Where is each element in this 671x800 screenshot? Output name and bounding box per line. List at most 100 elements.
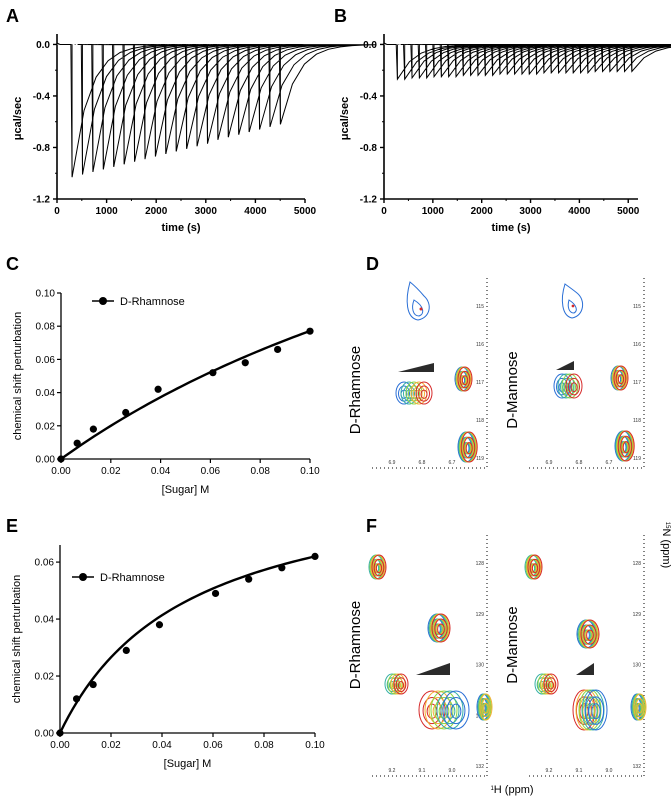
nmr-contour <box>571 304 575 308</box>
x-tick-label: 0.04 <box>151 466 171 477</box>
x-axis-label: [Sugar] M <box>162 484 210 496</box>
y-tick-label: -1.2 <box>33 195 51 206</box>
itc-chart-a: 0.0-0.4-0.8-1.20 1000 2000 3000 4000 5000time… <box>12 34 377 234</box>
fit-curve <box>58 555 316 734</box>
x-tick-label: 4000 <box>568 206 591 217</box>
x-tick-label: 3000 <box>519 206 542 217</box>
nmr-contour <box>557 373 575 399</box>
nmr-x-tick-label: 9.1 <box>576 768 583 774</box>
nmr-f-right-label: D-Mannose <box>504 606 521 684</box>
data-point <box>211 589 220 598</box>
thermogram-trace <box>383 42 671 81</box>
x-tick-label: 0.00 <box>51 466 71 477</box>
nmr-d-right-spectrum: 115 116 117 118 119 6.9 6.8 6.7 <box>529 278 645 469</box>
x-tick-label: 0.02 <box>101 466 121 477</box>
nmr-spectrum-d: D-Rhamnose D-Mannose 115 116 117 118 119 6.9 6… <box>347 278 645 469</box>
nmr-f-left-label: D-Rhamnose <box>347 601 364 689</box>
nmr-contour <box>613 365 629 391</box>
nmr-contour <box>635 698 645 718</box>
nmr-contour <box>395 677 407 692</box>
nmr-contour <box>387 673 403 695</box>
titration-wedge <box>576 663 594 675</box>
nmr-contour <box>371 554 387 580</box>
x-tick-label: 0.06 <box>203 740 223 751</box>
data-point <box>155 621 164 629</box>
legend-marker <box>79 573 87 581</box>
y-tick-label: -0.4 <box>33 91 51 102</box>
nmr-y-tick-label: 128 <box>476 561 485 567</box>
nmr-contour <box>586 629 594 641</box>
data-point <box>278 564 286 572</box>
nmr-contour <box>617 374 625 385</box>
legend-marker <box>99 297 107 305</box>
nmr-contour <box>615 369 627 388</box>
x-tick-label: 0.00 <box>50 740 70 751</box>
y-tick-label: 0.0 <box>36 40 50 51</box>
nmr-y-tick-label: 130 <box>633 663 642 669</box>
x-tick-label: 0.08 <box>250 466 270 477</box>
nmr-y-tick-label: 132 <box>476 764 485 770</box>
nmr-contour <box>587 696 605 725</box>
nmr-x-tick-label: 9.0 <box>449 768 456 774</box>
nmr-contour <box>457 366 473 392</box>
titration-wedge <box>398 363 434 372</box>
nmr-contour <box>537 673 553 695</box>
nmr-x-tick-label: 6.9 <box>389 460 396 466</box>
panel-label-c: C <box>6 254 19 274</box>
nmr-x-tick-label: 6.8 <box>576 460 583 466</box>
legend-label: D-Rhamnose <box>100 572 165 584</box>
x-tick-label: 5000 <box>617 206 640 217</box>
data-point <box>306 327 314 335</box>
y-axis-label: chemical shift perturbation <box>12 312 24 440</box>
data-point <box>72 695 81 703</box>
nmr-x-tick-label: 9.0 <box>606 768 613 774</box>
x-axis-label: [Sugar] M <box>164 758 212 770</box>
itc-chart-b: 0.0 -0.4 -0.8 -1.20 1000 2000 3000 4000 5000 time… <box>339 34 671 234</box>
nmr-contour <box>459 370 471 389</box>
y-axis-label: chemical shift perturbation <box>11 575 23 703</box>
nmr-y-tick-label: 117 <box>633 380 641 386</box>
x-tick-label: 2000 <box>145 206 168 217</box>
nmr-contour <box>461 375 469 386</box>
y-tick-label: -0.4 <box>360 91 378 102</box>
nmr-contour <box>434 697 454 725</box>
nmr-n-axis-label: 15N (ppm) <box>660 522 671 568</box>
nmr-contour <box>384 673 400 695</box>
y-tick-label: -1.2 <box>360 195 378 206</box>
nmr-contour <box>397 680 405 690</box>
y-tick-label: 0.06 <box>35 558 55 569</box>
nmr-contour <box>540 673 556 695</box>
nmr-contour <box>430 690 458 730</box>
data-point <box>154 385 162 393</box>
nmr-x-tick-label: 9.1 <box>419 768 426 774</box>
y-tick-label: 0.0 <box>363 40 377 51</box>
panel-label-a: A <box>6 6 19 26</box>
y-tick-label: 0.00 <box>35 729 55 740</box>
nmr-y-tick-label: 130 <box>476 663 485 669</box>
nmr-d-right-label: D-Mannose <box>504 351 521 429</box>
nmr-y-tick-label: 116 <box>633 342 641 348</box>
legend-label: D-Rhamnose <box>120 296 185 308</box>
nmr-contour <box>463 436 476 459</box>
nmr-contour <box>529 558 541 577</box>
nmr-y-tick-label: 129 <box>633 612 642 618</box>
nmr-contour <box>434 618 448 639</box>
nmr-contour <box>479 693 493 721</box>
nmr-contour <box>393 673 409 695</box>
data-point <box>122 408 130 417</box>
nmr-contour <box>412 299 424 317</box>
x-axis-label: time (s) <box>161 222 200 234</box>
nmr-y-tick-label: 132 <box>633 764 642 770</box>
nmr-y-tick-label: 118 <box>476 418 484 424</box>
nmr-y-tick-label: 115 <box>633 304 641 310</box>
nmr-y-tick-label: 119 <box>476 456 484 462</box>
data-point <box>311 552 319 560</box>
data-point <box>241 359 249 367</box>
nmr-contour <box>591 703 601 720</box>
titration-wedge <box>416 663 450 675</box>
nmr-contour <box>373 558 385 577</box>
nmr-contour <box>564 377 576 396</box>
